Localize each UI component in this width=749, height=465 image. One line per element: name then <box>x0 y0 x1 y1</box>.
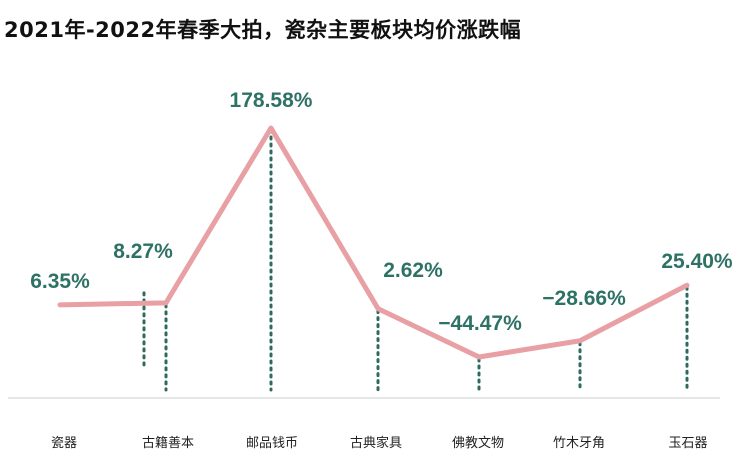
category-label: 竹木牙角 <box>553 436 605 451</box>
category-label: 瓷器 <box>51 436 77 451</box>
data-label: 25.40% <box>661 250 733 273</box>
data-label: 2.62% <box>383 259 443 282</box>
category-label: 古籍善本 <box>142 435 194 451</box>
category-labels: 瓷器 古籍善本 邮品钱币 古典家具 佛教文物 竹木牙角 玉石器 <box>51 435 708 451</box>
category-label: 古典家具 <box>350 435 402 451</box>
category-label: 邮品钱币 <box>246 436 298 451</box>
data-label: 178.58% <box>230 89 313 112</box>
data-label: −28.66% <box>542 287 626 310</box>
series-line <box>57 125 690 360</box>
data-labels: 6.35% 8.27% 178.58% 2.62% −44.47% −28.66% 25.4… <box>30 89 733 335</box>
data-label: 6.35% <box>30 270 90 293</box>
data-label: 8.27% <box>113 240 173 263</box>
category-label: 佛教文物 <box>452 435 504 451</box>
chart-title: 2021年-2022年春季大拍，瓷杂主要板块均价涨跌幅 <box>4 18 522 42</box>
data-label: −44.47% <box>438 312 522 335</box>
category-label: 玉石器 <box>668 436 707 451</box>
